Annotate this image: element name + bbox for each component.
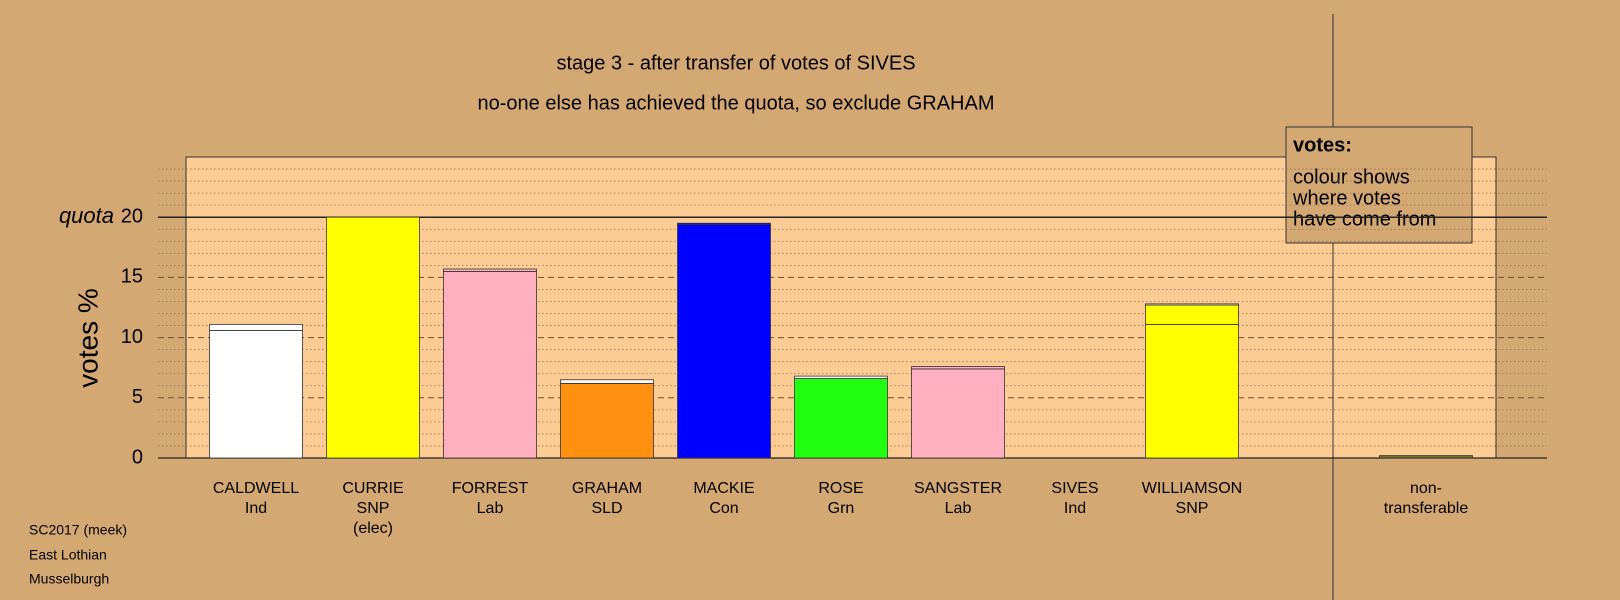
chart-subtitle: no-one else has achieved the quota, so e…: [478, 92, 995, 114]
x-tick-label: SNP: [357, 500, 390, 517]
legend-text: where votes: [1292, 187, 1401, 209]
legend-title: votes:: [1293, 134, 1352, 156]
quota-label: quota: [59, 203, 114, 228]
bar-segment: [1145, 303, 1239, 306]
bar-segment: [443, 268, 537, 272]
legend-text: have come from: [1293, 208, 1436, 230]
bar-segment: [794, 375, 888, 379]
x-tick-label: (elec): [353, 520, 393, 537]
x-tick-label: Ind: [245, 500, 267, 517]
x-tick-label: CALDWELL: [213, 480, 299, 497]
x-tick-label: MACKIE: [693, 480, 754, 497]
footer-text: East Lothian: [29, 547, 107, 563]
y-tick-label: 5: [132, 386, 143, 408]
bar-segment: [209, 323, 303, 331]
footer-text: Musselburgh: [29, 571, 109, 587]
y-axis-label: votes %: [72, 288, 103, 388]
y-tick-label: 0: [132, 446, 143, 468]
y-tick-label: 20: [121, 205, 143, 227]
y-tick-label: 10: [121, 326, 143, 348]
y-tick-label: 15: [121, 266, 143, 288]
bar-segment: [1379, 455, 1473, 459]
legend-box: [1285, 126, 1473, 244]
chart-title: stage 3 - after transfer of votes of SIV…: [556, 52, 915, 74]
x-tick-label: Grn: [828, 500, 855, 517]
x-tick-label: GRAHAM: [572, 480, 642, 497]
footer-text: SC2017 (meek): [29, 522, 127, 538]
bar-segment: [677, 222, 771, 225]
bar-segment: [677, 224, 771, 459]
x-tick-label: Con: [709, 500, 738, 517]
bar-segment: [560, 379, 654, 384]
x-tick-label: Ind: [1064, 500, 1086, 517]
x-tick-label: SANGSTER: [914, 480, 1002, 497]
bar-segment: [911, 368, 1005, 459]
x-tick-label: CURRIE: [342, 480, 403, 497]
bar-segment: [794, 378, 888, 459]
x-tick-label: non-: [1410, 480, 1442, 497]
x-tick-label: SNP: [1176, 500, 1209, 517]
x-tick-label: ROSE: [818, 480, 863, 497]
bar-segment: [560, 382, 654, 459]
x-tick-label: Lab: [945, 500, 972, 517]
bar-segment: [209, 329, 303, 459]
x-tick-label: WILLIAMSON: [1142, 480, 1242, 497]
x-tick-label: Lab: [477, 500, 504, 517]
x-tick-label: SLD: [591, 500, 622, 517]
bar-segment: [326, 216, 420, 459]
x-tick-label: FORREST: [452, 480, 529, 497]
bar-segment: [1145, 323, 1239, 459]
x-tick-label: transferable: [1384, 500, 1469, 517]
legend-text: colour shows: [1293, 166, 1410, 188]
x-tick-label: SIVES: [1051, 480, 1098, 497]
bar-segment: [443, 270, 537, 459]
bar-segment: [911, 366, 1005, 370]
bar-segment: [1145, 304, 1239, 325]
